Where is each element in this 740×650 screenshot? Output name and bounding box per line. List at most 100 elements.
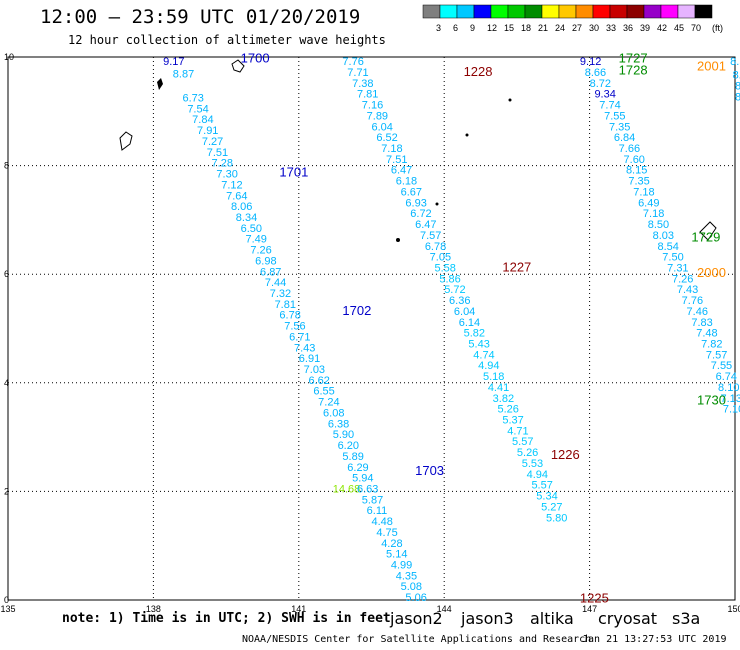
- legend-jason3: jason3: [461, 609, 514, 628]
- wave-height-value: 9.17: [163, 56, 184, 68]
- colorbar-label: 18: [521, 23, 531, 33]
- wave-height-value: 5.43: [468, 339, 489, 351]
- wave-height-value: 4.75: [376, 527, 397, 539]
- wave-height-value: 6.11: [367, 505, 388, 517]
- wave-height-value: 6.72: [410, 208, 431, 220]
- wave-height-value: 7.18: [381, 143, 402, 155]
- wave-height-value: 5.14: [386, 549, 407, 561]
- colorbar-label: 39: [640, 23, 650, 33]
- wave-height-value: 6.78: [425, 241, 446, 253]
- wave-height-value: 6.87: [260, 266, 281, 278]
- wave-height-value: 6.62: [308, 375, 329, 387]
- track-time-label: 1703: [415, 463, 444, 478]
- wave-height-value: 7.05: [430, 252, 451, 264]
- wave-height-value: 7.28: [212, 158, 233, 170]
- wave-height-value: 7.51: [207, 147, 228, 159]
- chart-subtitle: 12 hour collection of altimeter wave hei…: [68, 33, 386, 47]
- y-tick-label: 10: [4, 52, 14, 62]
- wave-height-value: 8.65: [735, 81, 740, 93]
- coastline: [119, 59, 717, 242]
- wave-height-value: 5.82: [464, 328, 485, 340]
- wave-height-value: 4.71: [507, 425, 528, 437]
- wave-height-value: 8.87: [173, 69, 194, 81]
- wave-height-value: 5.58: [435, 262, 456, 274]
- wave-height-value: 6.52: [376, 132, 397, 144]
- wave-height-value: 5.90: [333, 429, 354, 441]
- wave-height-value: 8.34: [236, 212, 257, 224]
- colorbar-label: 24: [555, 23, 565, 33]
- colorbar-swatch: [439, 4, 458, 19]
- colorbar-swatch: [660, 4, 679, 19]
- wave-height-value: 6.20: [338, 440, 359, 452]
- wave-height-value: 14.68: [333, 483, 361, 495]
- wave-height-value: 5.08: [401, 581, 422, 593]
- credit-org: NOAA/NESDIS Center for Satellite Applica…: [242, 634, 592, 645]
- wave-height-value: 4.94: [527, 469, 548, 481]
- wave-height-value: 6.55: [313, 386, 334, 398]
- wave-height-value: 6.93: [405, 197, 426, 209]
- track-time-label: 1728: [619, 62, 648, 77]
- wave-height-value: 7.91: [197, 125, 218, 137]
- wave-height-value: 7.24: [318, 397, 339, 409]
- island-1: [119, 131, 133, 151]
- colorbar-label: 15: [504, 23, 514, 33]
- wave-height-value: 6.08: [323, 407, 344, 419]
- wave-height-value: 7.60: [624, 154, 645, 166]
- wave-height-value: 7.48: [696, 328, 717, 340]
- wave-height-value: 9.12: [580, 56, 601, 68]
- wave-height-value: 7.76: [682, 295, 703, 307]
- wave-height-value: 5.87: [362, 494, 383, 506]
- wave-height-value: 5.27: [541, 501, 562, 513]
- y-tick-labels: 0 2 4 6 8 10: [4, 52, 14, 605]
- wave-height-value: 8.72: [590, 78, 611, 90]
- wave-height-value: 7.54: [187, 103, 208, 115]
- colorbar-swatch: [626, 4, 645, 19]
- wave-height-value: 7.49: [245, 234, 266, 246]
- wave-height-value: 6.98: [255, 255, 276, 267]
- wave-height-value: 4.28: [381, 538, 402, 550]
- wave-height-value: 6.71: [289, 331, 310, 343]
- wave-height-value: 7.35: [609, 121, 630, 133]
- wave-height-value: 7.81: [357, 89, 378, 101]
- plot-border: [7, 56, 736, 601]
- wave-height-value: 7.18: [633, 186, 654, 198]
- wave-height-value: 4.41: [488, 382, 509, 394]
- wave-height-value: 6.78: [279, 310, 300, 322]
- island-8: [699, 221, 717, 241]
- track-time-label: 1228: [464, 64, 493, 79]
- wave-height-value: 7.46: [687, 306, 708, 318]
- wave-height-value: 6.47: [391, 165, 412, 177]
- track-time-label: 1702: [342, 303, 371, 318]
- x-tick-label: 135: [0, 604, 15, 614]
- wave-height-value: 8.10: [718, 382, 739, 394]
- legend-s3a: s3a: [672, 609, 701, 628]
- track-time-label: 1225: [580, 591, 609, 606]
- wave-height-value: 7.55: [711, 360, 732, 372]
- track-time-label: 1701: [279, 164, 308, 179]
- wave-height-value: 5.94: [352, 473, 373, 485]
- wave-height-value: 8.66: [585, 67, 606, 79]
- colorbar-swatch: [473, 4, 492, 19]
- island-2: [157, 78, 163, 90]
- wave-height-value: 8.06: [231, 201, 252, 213]
- wave-height-value: 7.66: [619, 143, 640, 155]
- wave-height-value: 7.30: [216, 169, 237, 181]
- wave-height-value: 7.10: [723, 404, 740, 416]
- colorbar-label: 3: [436, 23, 441, 33]
- wave-height-value: 8.50: [648, 219, 669, 231]
- wave-height-value: 6.50: [241, 223, 262, 235]
- colorbar-swatch: [524, 4, 543, 19]
- colorbar-swatch: [558, 4, 577, 19]
- legend-jason2: jason2: [390, 609, 443, 628]
- colorbar-label: 12: [487, 23, 497, 33]
- wave-height-value: 6.04: [454, 306, 475, 318]
- x-tick-label: 144: [437, 604, 452, 614]
- wave-height-value: 7.76: [342, 56, 363, 68]
- wave-height-value: 7.84: [192, 114, 213, 126]
- wave-height-value: 7.82: [701, 339, 722, 351]
- wave-height-value: 6.47: [415, 219, 436, 231]
- colorbar-label: 36: [623, 23, 633, 33]
- wave-height-value: 9.34: [594, 89, 615, 101]
- wave-height-value: 6.29: [347, 462, 368, 474]
- track-time-label: 1226: [551, 447, 580, 462]
